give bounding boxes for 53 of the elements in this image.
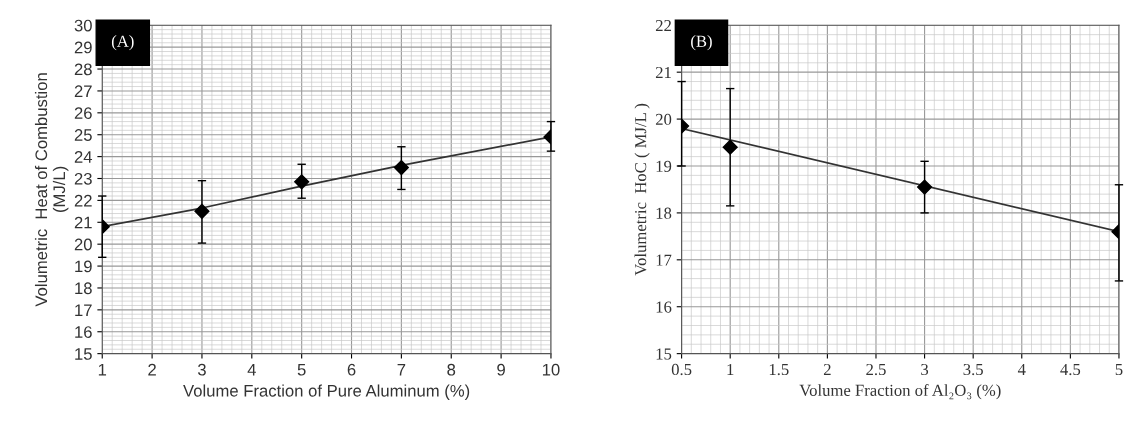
y-tick-label: 18 [75,282,92,295]
x-tick-label: 6 [347,363,356,376]
y-axis-title: Volumetric Heat of Combustion (MJ/L) [34,73,69,307]
y-tick-label: 15 [656,348,672,360]
x-tick-label: 3 [197,363,206,376]
y-tick-label: 28 [74,63,92,76]
y-tick-label: 16 [656,301,672,313]
y-tick-label: 25 [74,129,92,141]
y-tick-label: 22 [655,20,671,32]
x-tick-label: 9 [497,363,505,376]
y-tick-label: 20 [655,113,672,126]
y-tick-label: 24 [74,151,93,163]
y-tick-label: 19 [656,160,672,172]
y-tick-label: 21 [655,66,671,78]
x-tick-label: 4 [1017,363,1026,375]
point [194,203,210,219]
x-tick-label: 1 [98,363,107,376]
y-tick-label: 18 [656,207,672,219]
y-tick-label: 15 [75,348,92,360]
x-tick-label: 5 [1115,364,1123,376]
x-tick-label: 1 [727,363,734,375]
x-tick-label: 5 [297,363,306,376]
y-tick-label: 17 [75,304,92,316]
x-tick-label: 2 [148,363,156,376]
y-tick-label: 23 [74,172,92,185]
y-tick-label: 22 [74,194,92,207]
y-tick-label: 26 [74,107,92,120]
y-tick-label: 30 [74,19,92,32]
x-tick-label: 0.5 [671,363,692,376]
y-tick-label: 29 [74,41,92,54]
x-axis-title: Volume Fraction of Al₂O₃ (%) [799,384,1001,400]
y-tick-label: 21 [74,216,92,229]
y-tick-label: 20 [74,238,92,251]
annotation: (A) [111,35,134,51]
x-tick-label: 2 [823,363,831,375]
x-tick-label: 4.5 [1060,363,1081,376]
x-tick-label: 2.5 [866,363,886,376]
x-tick-label: 10 [542,363,560,376]
x-tick-label: 3 [921,363,929,376]
x-tick-label: 1.5 [769,363,789,376]
x-tick-label: 7 [397,363,406,376]
x-tick-label: 3.5 [963,363,983,376]
y-axis-title: Volumetric HoC ( MJ/L ) [634,103,650,276]
x-tick-label: 8 [447,363,456,376]
annotation: (B) [691,35,712,51]
point [294,174,310,190]
y-tick-label: 27 [74,85,92,97]
point [393,159,409,176]
x-axis-title: Volume Fraction of Pure Aluminum (%) [183,384,470,400]
y-tick-label: 16 [75,326,92,338]
x-tick-label: 4 [247,363,256,376]
y-tick-label: 19 [75,260,92,273]
y-tick-label: 17 [656,254,672,266]
